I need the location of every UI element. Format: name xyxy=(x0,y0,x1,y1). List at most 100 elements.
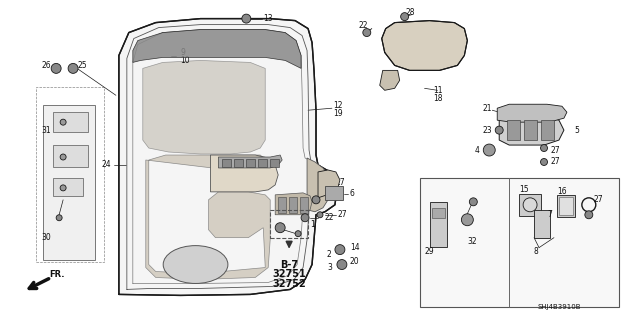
Text: 26: 26 xyxy=(42,61,51,70)
Bar xyxy=(234,159,243,167)
Polygon shape xyxy=(381,21,467,70)
Bar xyxy=(541,120,554,140)
Text: 14: 14 xyxy=(350,243,360,252)
Circle shape xyxy=(541,159,547,166)
Text: B-7: B-7 xyxy=(280,260,298,270)
Text: FR.: FR. xyxy=(49,270,65,279)
Text: 8: 8 xyxy=(534,247,538,256)
Circle shape xyxy=(483,144,495,156)
Text: SHJ4B3910B: SHJ4B3910B xyxy=(537,304,580,310)
Text: 24: 24 xyxy=(101,160,111,169)
Polygon shape xyxy=(275,193,312,215)
Bar xyxy=(36,87,104,262)
Bar xyxy=(53,112,88,132)
Text: 21: 21 xyxy=(483,104,492,113)
Bar xyxy=(559,197,573,215)
Bar xyxy=(534,210,550,238)
Text: 19: 19 xyxy=(333,109,342,118)
Text: 22: 22 xyxy=(325,213,335,222)
Polygon shape xyxy=(497,104,567,122)
Bar xyxy=(325,186,343,200)
Text: 25: 25 xyxy=(77,61,86,70)
Text: 20: 20 xyxy=(350,257,360,266)
Text: 27: 27 xyxy=(551,158,561,167)
Text: 22: 22 xyxy=(358,21,368,30)
Bar xyxy=(53,178,83,196)
Circle shape xyxy=(60,154,66,160)
Text: 13: 13 xyxy=(263,14,273,23)
Polygon shape xyxy=(211,155,278,192)
Circle shape xyxy=(461,214,474,226)
Polygon shape xyxy=(307,158,330,212)
Polygon shape xyxy=(146,155,270,279)
Circle shape xyxy=(56,215,62,221)
Bar xyxy=(524,120,537,140)
Polygon shape xyxy=(218,155,282,168)
Bar xyxy=(431,208,445,218)
Circle shape xyxy=(60,185,66,191)
Text: 28: 28 xyxy=(406,8,415,17)
Text: 23: 23 xyxy=(483,126,492,135)
Polygon shape xyxy=(380,70,399,90)
Bar xyxy=(53,145,88,167)
Bar xyxy=(246,159,255,167)
Polygon shape xyxy=(133,30,301,68)
Circle shape xyxy=(317,212,323,218)
Text: 15: 15 xyxy=(519,185,529,194)
Text: 3: 3 xyxy=(327,263,332,272)
Text: 5: 5 xyxy=(574,126,579,135)
Polygon shape xyxy=(499,115,564,145)
Polygon shape xyxy=(119,19,337,295)
Text: 16: 16 xyxy=(557,187,566,197)
Text: 7: 7 xyxy=(547,210,552,219)
Text: 29: 29 xyxy=(425,247,435,256)
Text: 11: 11 xyxy=(433,86,442,95)
Bar xyxy=(278,197,286,213)
Bar xyxy=(429,202,447,247)
Text: 27: 27 xyxy=(594,195,604,204)
Circle shape xyxy=(541,145,547,152)
Text: 30: 30 xyxy=(41,233,51,242)
Circle shape xyxy=(363,29,371,37)
Text: 18: 18 xyxy=(433,94,442,103)
Circle shape xyxy=(301,214,309,222)
Circle shape xyxy=(312,196,320,204)
Circle shape xyxy=(295,231,301,237)
Text: 27: 27 xyxy=(551,145,561,154)
Circle shape xyxy=(523,198,537,212)
Text: 32752: 32752 xyxy=(272,279,306,289)
Circle shape xyxy=(242,14,251,23)
Circle shape xyxy=(275,223,285,233)
Text: 9: 9 xyxy=(180,48,186,57)
Circle shape xyxy=(337,260,347,270)
Circle shape xyxy=(60,119,66,125)
Circle shape xyxy=(335,245,345,255)
Text: 1: 1 xyxy=(310,220,315,229)
Circle shape xyxy=(469,198,477,206)
Ellipse shape xyxy=(163,246,228,284)
Text: 23: 23 xyxy=(335,193,344,202)
Text: 10: 10 xyxy=(180,56,190,65)
Polygon shape xyxy=(318,170,340,198)
Bar xyxy=(270,159,279,167)
Bar xyxy=(259,159,268,167)
Text: 27: 27 xyxy=(338,210,348,219)
Bar xyxy=(270,210,308,238)
Circle shape xyxy=(401,13,408,21)
Text: 17: 17 xyxy=(335,178,344,187)
Bar xyxy=(420,178,619,307)
Text: 2: 2 xyxy=(327,250,332,259)
Bar xyxy=(507,120,520,140)
Bar xyxy=(44,105,95,260)
Bar xyxy=(519,194,541,216)
Polygon shape xyxy=(143,60,265,154)
Bar xyxy=(223,159,232,167)
Circle shape xyxy=(68,63,78,73)
Circle shape xyxy=(51,63,61,73)
Text: 6: 6 xyxy=(350,189,355,198)
Text: 12: 12 xyxy=(333,101,342,110)
Circle shape xyxy=(495,126,503,134)
Text: 32: 32 xyxy=(467,237,477,246)
Text: 4: 4 xyxy=(474,145,479,154)
Circle shape xyxy=(585,211,593,219)
